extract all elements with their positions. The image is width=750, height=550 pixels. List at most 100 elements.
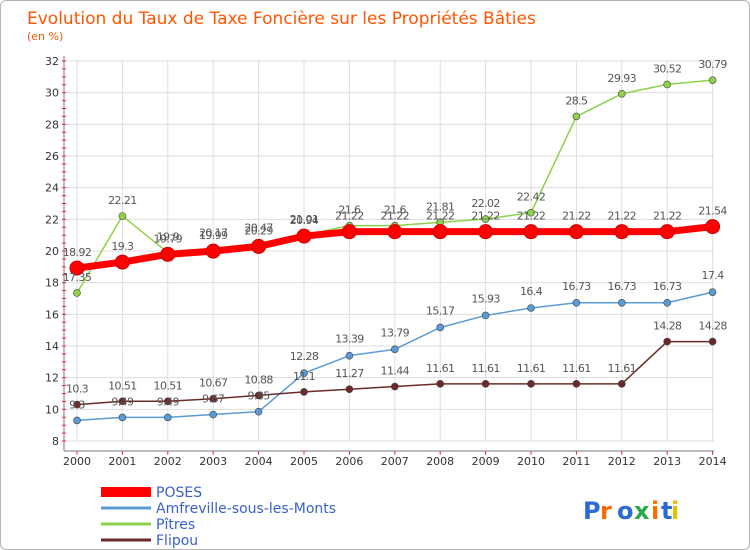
x-tick-label: 2006 [335, 455, 363, 468]
data-point [659, 224, 675, 240]
data-label: 21.6 [384, 204, 407, 217]
data-label: 21.22 [381, 210, 410, 223]
y-tick-label: 14 [45, 340, 59, 353]
y-tick-label: 22 [45, 213, 59, 226]
logo-letter: r [600, 497, 612, 525]
data-point [164, 397, 172, 406]
data-label: 21.22 [335, 210, 364, 223]
data-point [617, 380, 626, 388]
data-label: 21.22 [608, 210, 637, 223]
data-label: 20.29 [244, 224, 273, 237]
data-label: 11.1 [293, 370, 315, 383]
data-label: 19.9 [157, 231, 180, 244]
data-label: 12.28 [290, 350, 319, 363]
logo-letter: o [617, 497, 634, 525]
x-tick-label: 2000 [63, 455, 91, 468]
data-label: 21.6 [338, 204, 361, 217]
data-point [118, 212, 127, 220]
legend-swatch [101, 538, 151, 542]
x-tick-label: 2011 [562, 455, 590, 468]
y-tick-label: 24 [45, 182, 59, 195]
data-label: 21.22 [426, 210, 455, 223]
data-label: 11.61 [608, 362, 637, 375]
data-point [341, 224, 357, 240]
data-point [390, 382, 399, 391]
data-label: 19.99 [199, 229, 228, 242]
data-point [300, 388, 308, 396]
data-point [481, 215, 490, 223]
y-tick-label: 32 [45, 55, 59, 68]
data-label: 21.54 [698, 205, 727, 218]
data-label: 21.22 [562, 210, 591, 223]
data-label: 21.01 [290, 213, 319, 226]
y-tick-label: 16 [45, 308, 59, 321]
data-label: 9.49 [111, 395, 134, 408]
y-tick-label: 28 [45, 118, 59, 131]
data-label: 21.22 [653, 210, 682, 223]
data-point [73, 289, 81, 297]
data-label: 16.73 [653, 280, 682, 293]
data-label: 30.79 [698, 58, 727, 71]
data-label: 13.39 [335, 333, 364, 346]
data-label: 29.93 [608, 72, 637, 85]
data-label: 9.67 [202, 393, 225, 406]
data-point [73, 400, 81, 409]
data-label: 21.81 [426, 200, 455, 213]
data-label: 10.51 [108, 379, 137, 392]
data-label: 14.28 [698, 320, 727, 333]
data-labels: 9.3 9.49 9.49 9.67 9.85 12.28 13.39 13.79 15.17 1… [63, 58, 728, 411]
data-point [527, 304, 535, 312]
data-point [708, 337, 717, 346]
data-point [300, 369, 308, 378]
data-label: 19.3 [111, 240, 134, 253]
x-tick-label: 2004 [245, 455, 273, 468]
data-point [432, 224, 448, 240]
data-label: 19.79 [154, 232, 183, 245]
y-tick-label: 26 [45, 150, 59, 163]
x-tick-label: 2009 [472, 455, 500, 468]
data-point [118, 413, 127, 422]
data-point [205, 243, 221, 259]
data-point [436, 323, 445, 332]
chart-title: Evolution du Taux de Taxe Foncière sur l… [27, 9, 536, 29]
y-tick-label: 12 [45, 372, 59, 385]
data-label: 17.35 [63, 271, 92, 284]
y-axis-label: (en %) [27, 30, 63, 43]
y-tick-label: 18 [45, 277, 59, 290]
x-tick-label: 2013 [653, 455, 681, 468]
data-label: 10.67 [199, 377, 228, 390]
data-point [527, 380, 535, 388]
data-label: 30.52 [653, 62, 682, 75]
legend: POSESAmfreville-sous-les-MontsPîtresFlip… [101, 485, 336, 549]
legend-swatch [101, 487, 151, 497]
data-point [705, 219, 721, 235]
data-point [254, 391, 263, 400]
data-point [478, 224, 494, 240]
x-tick-label: 2003 [199, 455, 227, 468]
logo-letter: x [634, 497, 650, 525]
y-tick-label: 10 [45, 403, 59, 416]
data-point [296, 228, 312, 244]
x-tick-label: 2007 [381, 455, 409, 468]
data-point [527, 208, 535, 217]
data-label: 15.17 [426, 304, 455, 317]
logo-letter: P [583, 497, 601, 525]
data-point [114, 254, 130, 270]
data-point [118, 397, 127, 406]
data-point [251, 238, 267, 254]
data-label: 11.61 [562, 362, 591, 375]
y-tick-label: 30 [45, 87, 59, 100]
data-label: 20.17 [199, 226, 228, 239]
data-point [568, 224, 584, 240]
data-label: 9.3 [69, 398, 85, 411]
data-point [617, 298, 626, 307]
x-tick-label: 2002 [154, 455, 182, 468]
series-group [69, 76, 721, 425]
data-point [572, 380, 581, 388]
data-point [345, 351, 354, 360]
data-label: 16.73 [562, 280, 591, 293]
data-label: 21.22 [471, 210, 500, 223]
x-tick-label: 2014 [699, 455, 727, 468]
